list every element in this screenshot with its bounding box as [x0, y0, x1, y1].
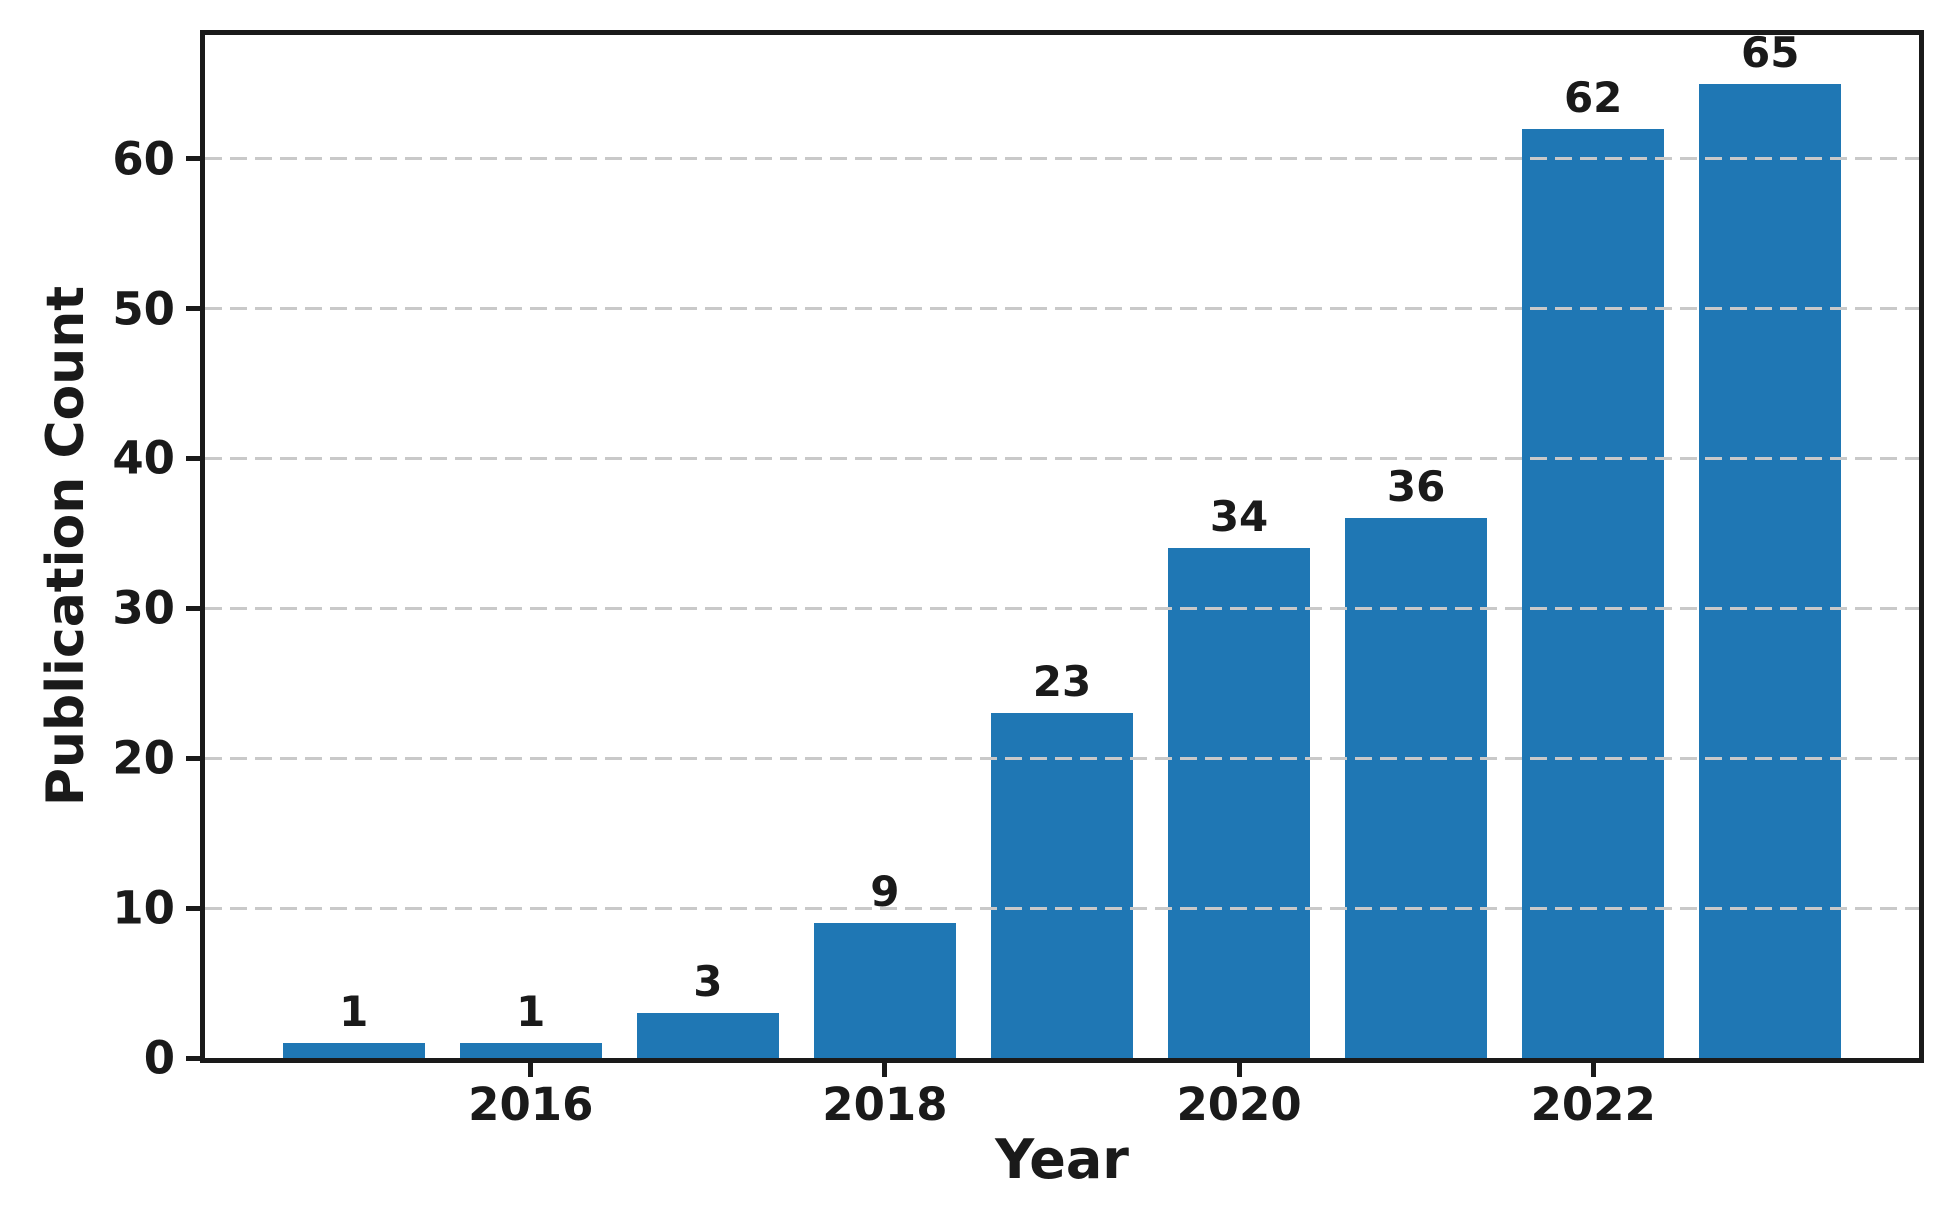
y-tick-label-30: 30: [112, 581, 175, 635]
bar-2020: [1168, 548, 1310, 1058]
y-tick-label-60: 60: [112, 132, 175, 186]
y-tick-mark-60: [186, 156, 200, 162]
y-axis-label: Publication Count: [36, 285, 96, 807]
bar-2019: [991, 713, 1133, 1058]
gridline-y-60: [205, 157, 1919, 161]
x-tick-mark-2020: [1236, 1063, 1242, 1077]
x-tick-label-2022: 2022: [1530, 1078, 1656, 1131]
y-tick-mark-30: [186, 605, 200, 611]
bar-2022: [1522, 128, 1664, 1058]
y-tick-label-0: 0: [143, 1031, 175, 1085]
x-axis-label: Year: [995, 1128, 1129, 1191]
bar-value-label-2019: 23: [1032, 657, 1092, 707]
y-tick-mark-40: [186, 455, 200, 461]
y-tick-label-20: 20: [112, 731, 175, 785]
gridline-y-10: [205, 906, 1919, 910]
bar-value-label-2023: 65: [1741, 27, 1800, 77]
y-tick-mark-10: [186, 905, 200, 911]
bar-2023: [1699, 83, 1842, 1058]
x-tick-mark-2016: [528, 1063, 534, 1077]
x-tick-mark-2022: [1590, 1063, 1596, 1077]
bar-value-label-2015: 1: [339, 987, 369, 1037]
x-tick-label-2016: 2016: [468, 1078, 594, 1131]
y-tick-mark-20: [186, 755, 200, 761]
y-tick-label-40: 40: [112, 431, 175, 485]
x-tick-label-2020: 2020: [1176, 1078, 1302, 1131]
y-tick-mark-50: [186, 306, 200, 312]
bar-value-label-2018: 9: [870, 867, 900, 917]
bar-2016: [459, 1043, 602, 1058]
gridline-y-40: [205, 456, 1919, 460]
gridline-y-30: [205, 606, 1919, 610]
x-tick-mark-2018: [882, 1063, 888, 1077]
y-tick-label-10: 10: [112, 881, 175, 935]
bar-2017: [637, 1013, 779, 1058]
y-tick-label-50: 50: [112, 282, 175, 336]
bar-2015: [282, 1043, 425, 1058]
bar-value-label-2022: 62: [1563, 72, 1623, 122]
plot-area: 0 10 20 30 40 50 60 2016 2018 2020 2022 1 1 3 9 23 34 36 6…: [112, 27, 1924, 1127]
x-tick-label-2018: 2018: [822, 1078, 948, 1131]
bar-2021: [1345, 518, 1487, 1058]
gridline-y-20: [205, 756, 1919, 760]
y-tick-mark-0: [186, 1055, 200, 1061]
bar-value-label-2016: 1: [516, 987, 546, 1037]
bar-value-label-2017: 3: [693, 957, 723, 1007]
bar-2018: [814, 923, 956, 1058]
gridline-y-50: [205, 307, 1919, 311]
bar-value-label-2020: 34: [1209, 492, 1269, 542]
bar-value-label-2021: 36: [1386, 462, 1446, 512]
